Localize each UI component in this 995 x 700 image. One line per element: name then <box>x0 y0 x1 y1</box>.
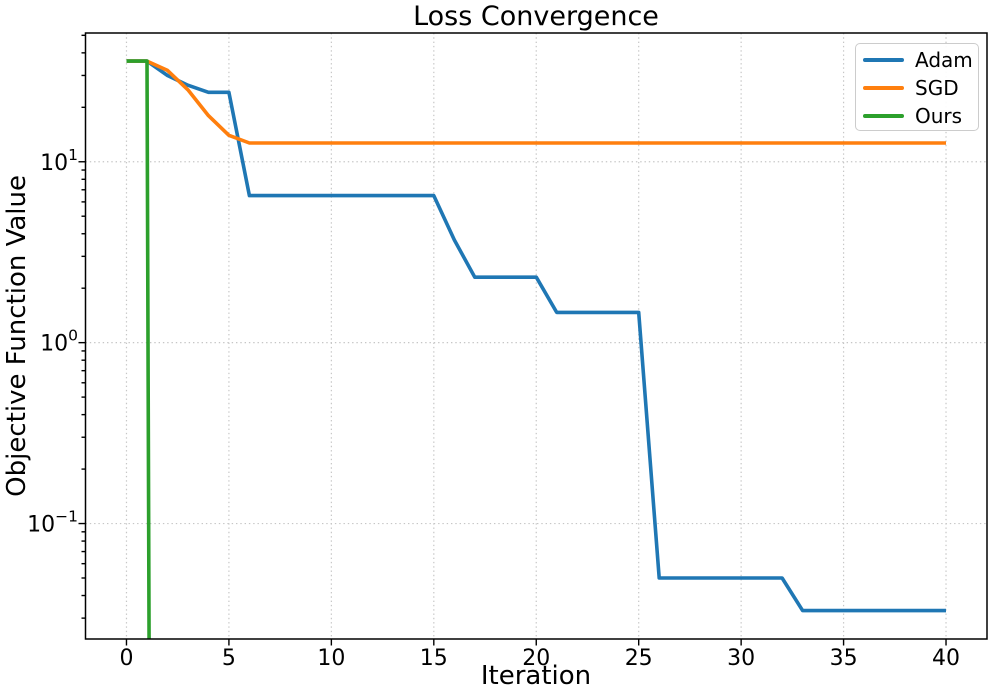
legend-swatch-ours <box>863 113 904 119</box>
legend-swatch-sgd <box>863 85 904 91</box>
legend-item-sgd: SGD <box>863 74 978 102</box>
chart-title: Loss Convergence <box>413 1 659 32</box>
series-line-ours <box>126 59 151 639</box>
x-tick-label-25: 25 <box>625 646 653 671</box>
y-axis-label: Objective Function Value <box>2 33 32 639</box>
x-tick-label-40: 40 <box>932 646 960 671</box>
y-tick-label-0.1: 10−1 <box>27 508 78 538</box>
legend: Adam SGD Ours <box>855 43 979 131</box>
legend-item-adam: Adam <box>863 46 978 74</box>
x-tick-label-20: 20 <box>522 646 550 671</box>
legend-swatch-adam <box>863 57 904 63</box>
x-tick-label-5: 5 <box>222 646 236 671</box>
legend-label-ours: Ours <box>915 104 963 128</box>
legend-item-ours: Ours <box>863 102 978 130</box>
x-axis-label: Iteration <box>480 661 592 691</box>
x-tick-label-35: 35 <box>830 646 858 671</box>
x-tick-label-0: 0 <box>119 646 133 671</box>
x-tick-label-15: 15 <box>420 646 448 671</box>
x-tick-label-10: 10 <box>317 646 345 671</box>
series-line-sgd <box>126 59 946 145</box>
x-tick-label-30: 30 <box>727 646 755 671</box>
y-tick-label-1: 100 <box>40 327 78 357</box>
legend-label-adam: Adam <box>915 48 973 72</box>
legend-label-sgd: SGD <box>915 76 959 100</box>
y-tick-label-10: 101 <box>40 146 78 176</box>
y-axis-label-text: Objective Function Value <box>2 175 32 497</box>
series-line-adam <box>126 59 946 613</box>
